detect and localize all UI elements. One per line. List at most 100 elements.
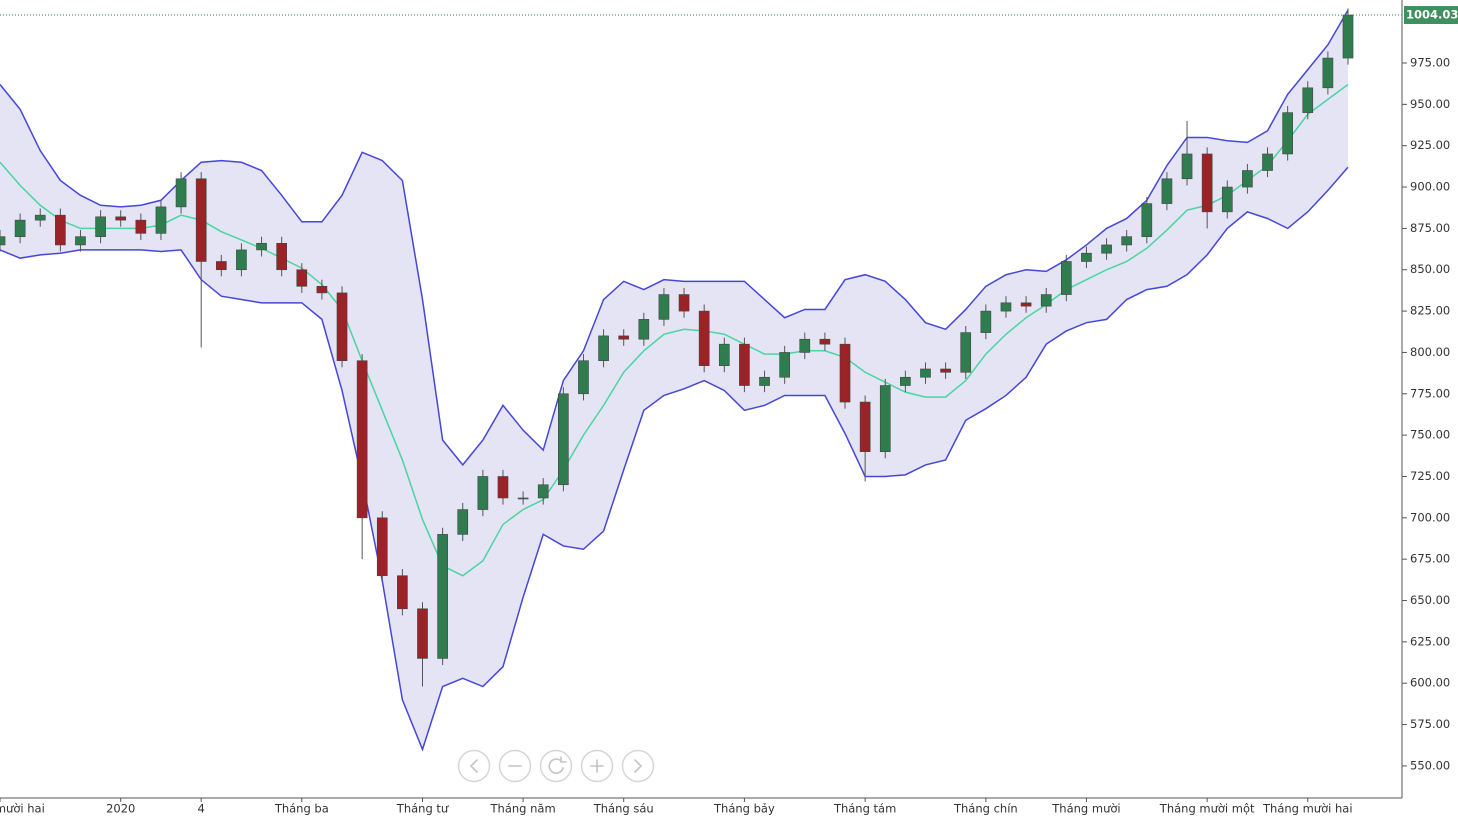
y-tick-label: 750.00 — [1410, 428, 1450, 442]
candle-body — [14, 219, 26, 237]
y-tick-label: 875.00 — [1410, 221, 1450, 235]
candle-body — [34, 214, 46, 221]
y-tick-label: 975.00 — [1410, 56, 1450, 70]
candle-body — [638, 319, 650, 340]
x-tick-label: Tháng mười một — [1159, 802, 1255, 816]
candle-body — [900, 376, 911, 386]
navigation-controls — [457, 749, 655, 783]
x-tick-label: Tháng mười — [1051, 802, 1120, 816]
candle-body — [316, 285, 328, 294]
y-tick-label: 900.00 — [1410, 180, 1450, 194]
candle-body — [1060, 261, 1072, 295]
x-tick-label: Tháng mười hai — [0, 802, 45, 816]
middle-band-line — [0, 83, 1349, 577]
y-tick-label: 625.00 — [1410, 634, 1450, 648]
x-tick-label: Tháng chín — [953, 802, 1018, 816]
candle-body — [397, 575, 408, 610]
candle-body — [497, 476, 509, 499]
candle-body — [1040, 294, 1052, 307]
candle-body — [859, 401, 871, 452]
candle-body — [1161, 178, 1173, 204]
band-fill — [0, 10, 1348, 750]
x-tick-label: Tháng ba — [274, 802, 329, 816]
last-price-badge — [1404, 6, 1458, 25]
y-tick-label: 825.00 — [1410, 304, 1450, 318]
y-tick-label: 575.00 — [1410, 717, 1450, 731]
candle-body — [799, 338, 811, 353]
y-tick-label: 800.00 — [1410, 345, 1450, 359]
reset-button[interactable] — [539, 749, 573, 783]
candle-body — [95, 216, 106, 237]
candle-body — [135, 219, 147, 234]
candle-body — [1000, 302, 1012, 312]
candle-body — [819, 338, 831, 345]
candle-body — [1141, 203, 1153, 237]
band-line — [0, 166, 1349, 752]
candle-body — [578, 360, 589, 395]
candle-body — [980, 310, 992, 333]
y-tick-label: 925.00 — [1410, 138, 1450, 152]
candle-body — [1181, 153, 1193, 180]
candle-body — [718, 343, 730, 366]
candle-body — [678, 294, 690, 312]
candle-body — [336, 292, 348, 362]
candle-body — [276, 242, 288, 271]
candle-body — [1322, 57, 1334, 89]
candle-body — [256, 242, 267, 251]
y-tick-label: 700.00 — [1410, 510, 1450, 524]
candle-body — [598, 335, 609, 362]
candle-body — [517, 497, 529, 500]
candle-body — [879, 385, 891, 452]
candle-body — [1221, 186, 1233, 213]
candle-body — [1342, 14, 1354, 59]
candle-body — [356, 360, 368, 519]
candle-body — [457, 509, 469, 535]
candle-body — [658, 294, 670, 320]
candle-body — [1302, 87, 1314, 113]
candle-body — [960, 332, 972, 373]
candle-body — [417, 608, 428, 659]
scroll-right-button[interactable] — [621, 749, 655, 783]
candle-body — [1242, 170, 1253, 188]
candle-body — [437, 534, 448, 659]
x-tick-label: Tháng mười hai — [1262, 802, 1353, 816]
scroll-left-button[interactable] — [457, 749, 491, 783]
candle-body — [759, 376, 770, 386]
candle-body — [1121, 236, 1133, 246]
candle-body — [618, 335, 630, 340]
y-tick-label: 600.00 — [1410, 676, 1450, 690]
y-tick-label: 675.00 — [1410, 552, 1450, 566]
candle-body — [296, 269, 308, 287]
y-tick-label: 650.00 — [1410, 593, 1450, 607]
candle-body — [477, 476, 489, 510]
candle-body — [940, 368, 951, 373]
candle-body — [175, 178, 187, 208]
candle-body — [155, 206, 167, 234]
plot-area — [0, 8, 1354, 752]
candle-body — [215, 261, 227, 271]
candle-body — [1282, 112, 1293, 155]
zoom-in-button[interactable] — [580, 749, 614, 783]
band-line — [0, 9, 1349, 467]
y-tick-label: 550.00 — [1410, 758, 1450, 772]
candle-body — [537, 484, 549, 499]
y-tick-label: 775.00 — [1410, 386, 1450, 400]
candle-body — [1081, 252, 1092, 262]
candle-body — [376, 517, 388, 577]
candle-body — [115, 216, 127, 221]
candle-body — [779, 352, 790, 378]
candle-body — [1020, 302, 1032, 307]
x-tick-label: Tháng tám — [833, 802, 896, 816]
candle-body — [739, 343, 750, 386]
candle-body — [236, 249, 247, 271]
candle-body — [558, 393, 569, 486]
candle-body — [1101, 244, 1112, 254]
y-tick-label: 950.00 — [1410, 97, 1450, 111]
candle-body — [55, 214, 66, 246]
x-tick-label: 2020 — [106, 802, 135, 816]
candle-body — [1201, 153, 1213, 213]
candle-body — [920, 368, 931, 378]
zoom-out-button[interactable] — [498, 749, 532, 783]
